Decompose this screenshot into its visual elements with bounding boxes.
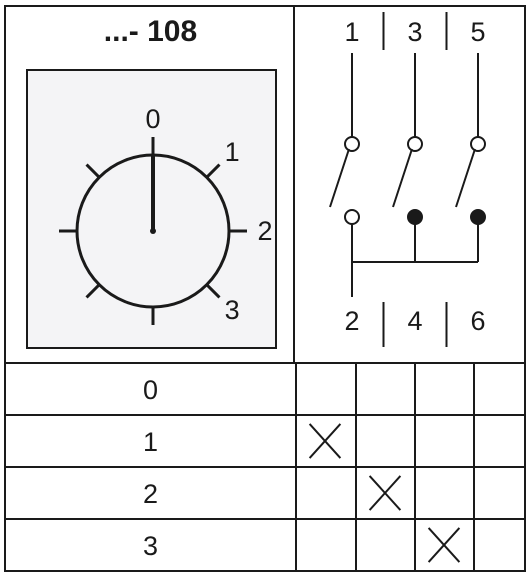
svg-text:1: 1 (344, 17, 359, 47)
dial-panel-region: ...- 108 0 1 2 3 (6, 7, 295, 362)
model-number: ...- 108 (6, 15, 295, 49)
column-divider (355, 362, 357, 570)
svg-text:3: 3 (407, 17, 422, 47)
table-row: 0 (6, 362, 524, 414)
position-label: 2 (6, 468, 295, 520)
dial-panel: 0 1 2 3 (26, 69, 277, 349)
table-row: 2 (6, 466, 524, 518)
wiring-drawing: 1 3 5 2 4 6 (295, 7, 524, 362)
svg-text:0: 0 (145, 104, 160, 134)
contact-closed-mark (362, 470, 408, 516)
switching-table: 0 1 2 3 (6, 362, 524, 570)
table-row: 3 (6, 518, 524, 570)
svg-text:4: 4 (407, 306, 422, 336)
contact-closed-mark (421, 522, 467, 568)
dial-drawing: 0 1 2 3 (26, 69, 277, 349)
position-label: 3 (6, 520, 295, 572)
contact-closed-mark (302, 418, 348, 464)
svg-text:1: 1 (225, 137, 240, 167)
svg-text:6: 6 (470, 306, 485, 336)
column-divider (295, 362, 297, 570)
position-label: 0 (6, 364, 295, 416)
svg-text:2: 2 (344, 306, 359, 336)
contact-diagram-region: 1 3 5 2 4 6 (295, 7, 524, 362)
svg-text:5: 5 (470, 17, 485, 47)
svg-text:2: 2 (257, 216, 272, 246)
table-row: 1 (6, 414, 524, 466)
column-divider (414, 362, 416, 570)
svg-text:3: 3 (225, 295, 240, 325)
column-divider (473, 362, 475, 570)
position-label: 1 (6, 416, 295, 468)
